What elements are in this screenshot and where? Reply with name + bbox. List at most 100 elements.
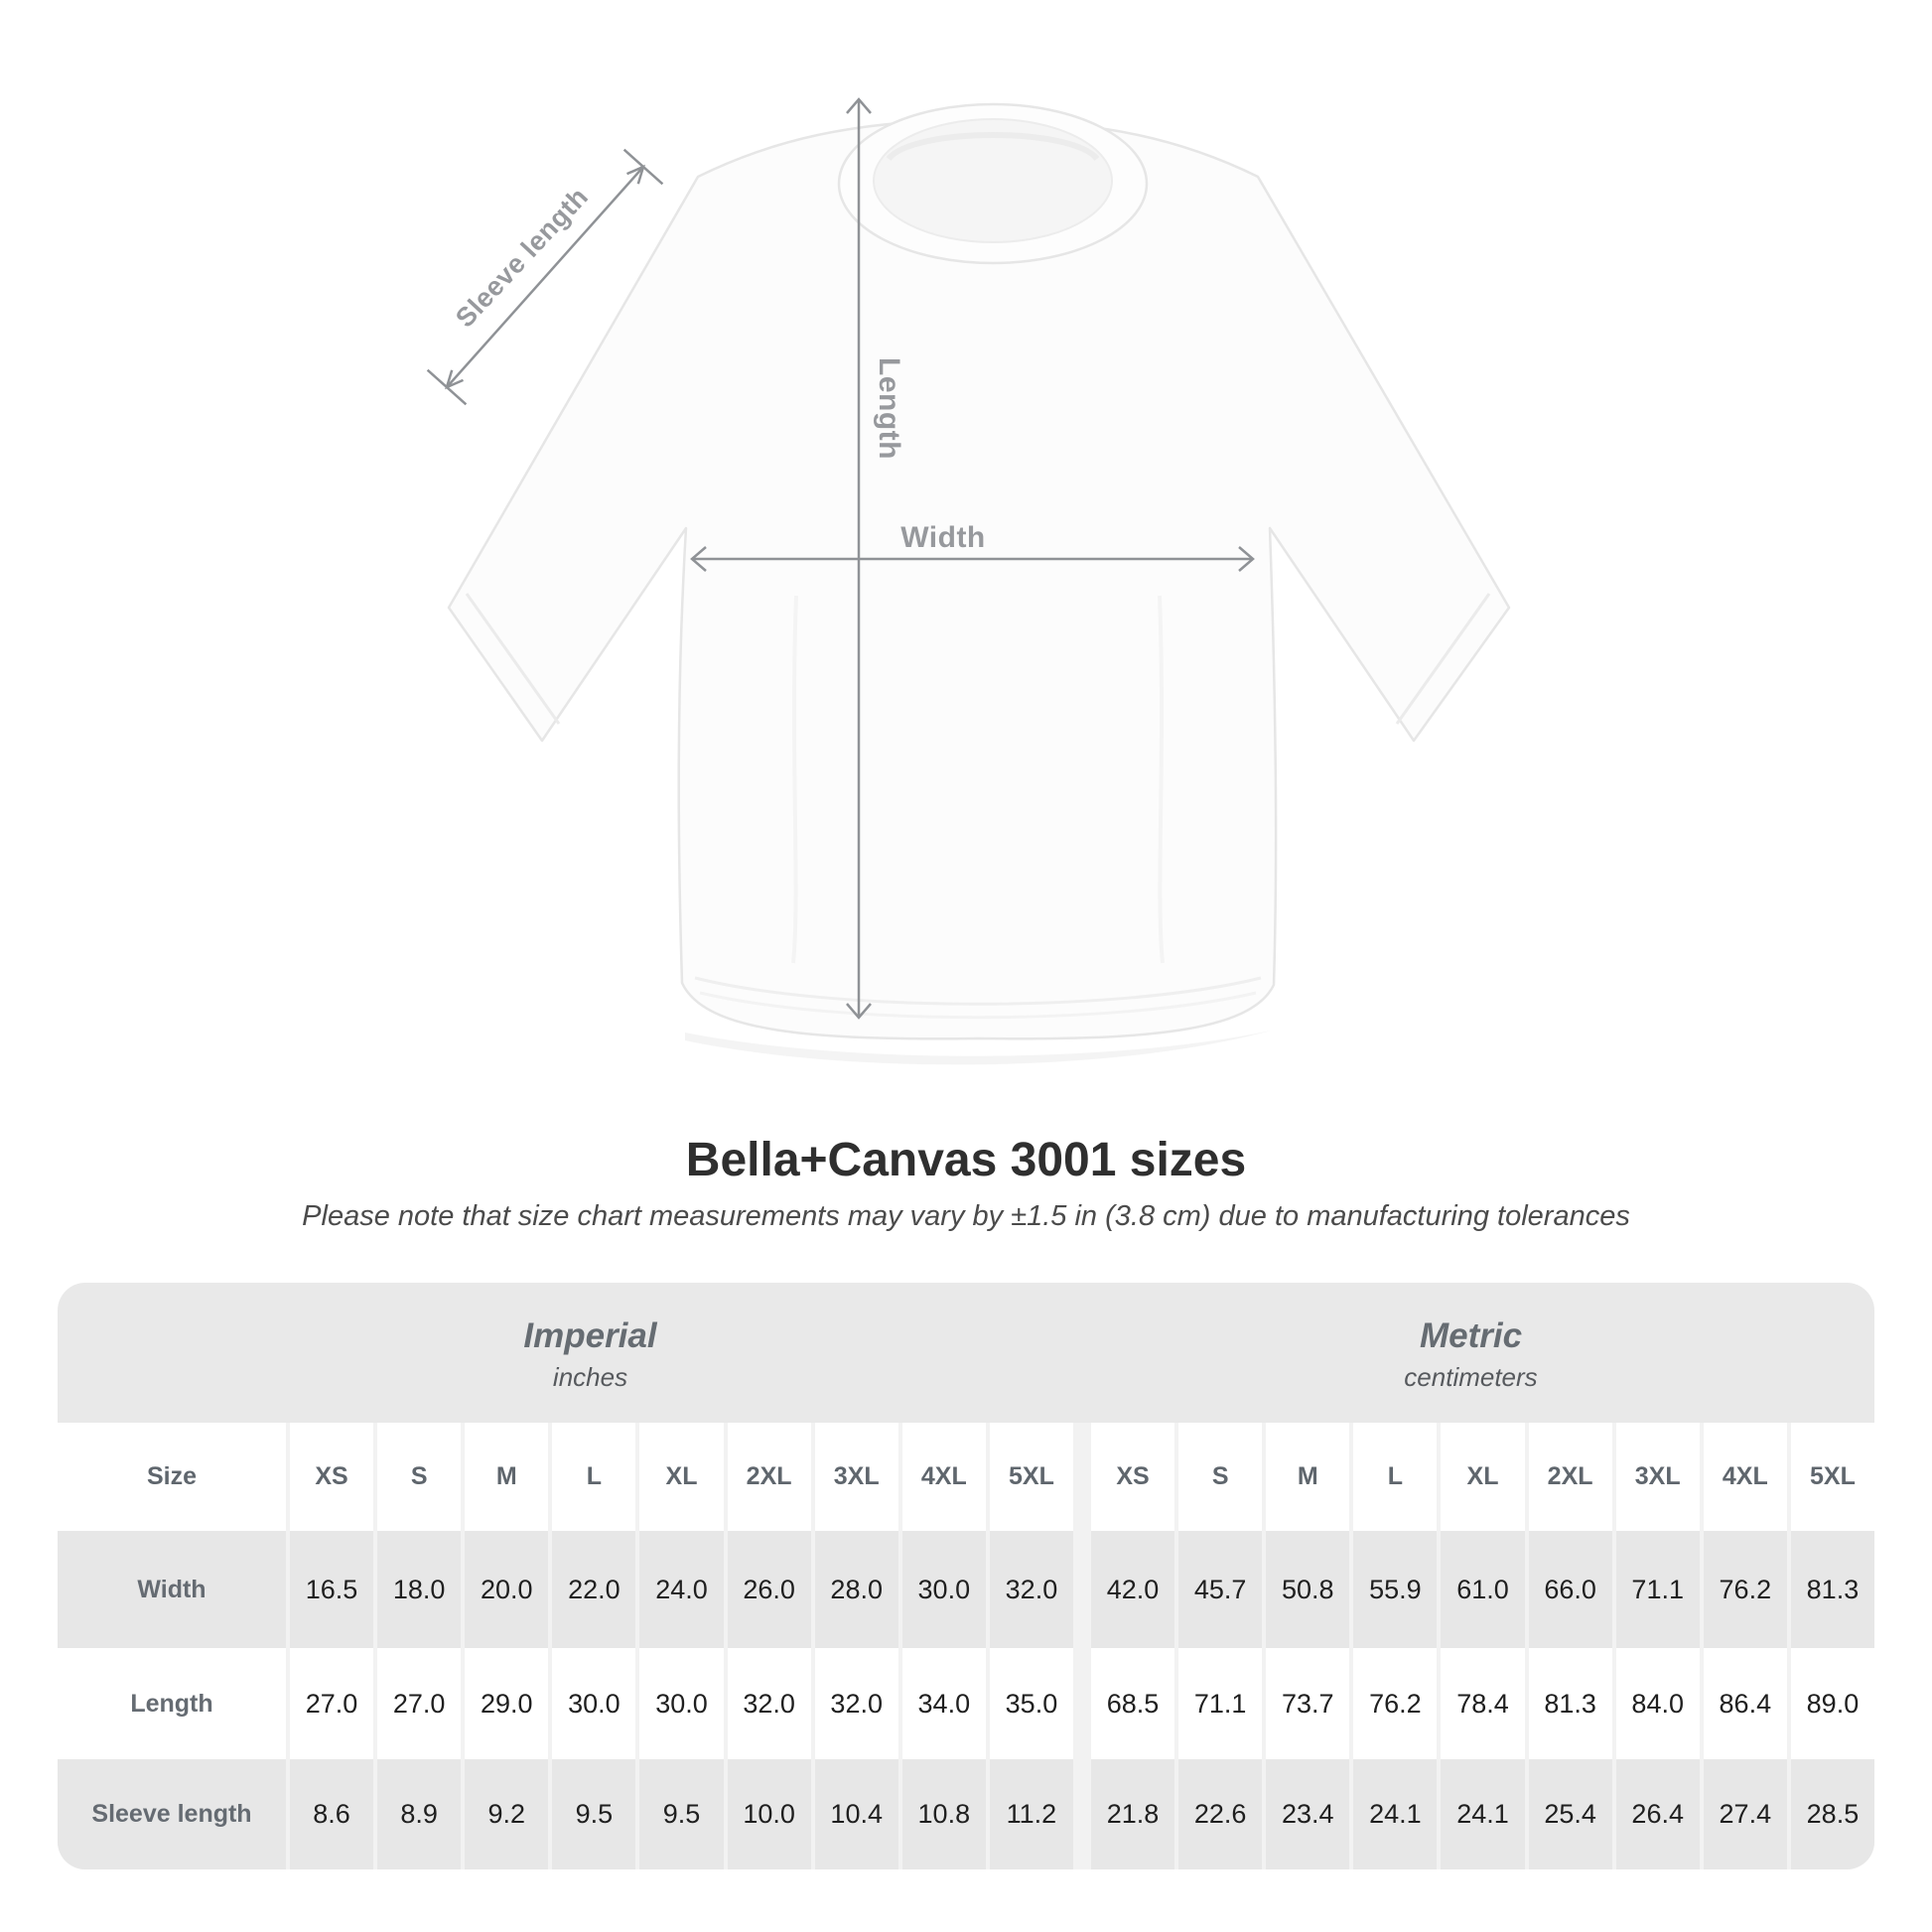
row-label: Sleeve length — [58, 1759, 286, 1869]
length-label: Length — [873, 357, 905, 460]
wrinkle — [1158, 595, 1165, 964]
size-value-cell: 24.0 — [639, 1531, 724, 1648]
size-column-header: 3XL — [814, 1423, 898, 1531]
size-column-header: L — [1353, 1423, 1438, 1531]
collar-shading — [886, 132, 1100, 162]
size-value-cell: 26.0 — [727, 1531, 811, 1648]
size-value-cell: 22.6 — [1178, 1759, 1263, 1869]
size-value-cell: 50.8 — [1266, 1531, 1350, 1648]
size-value-cell: 10.8 — [901, 1759, 986, 1869]
size-chart-panel: Imperial inches Metric centimeters Size … — [58, 1283, 1874, 1869]
size-value-cell: 84.0 — [1615, 1648, 1700, 1759]
size-value-cell: 32.0 — [727, 1648, 811, 1759]
wrinkle — [791, 595, 798, 964]
group-gap — [1077, 1759, 1087, 1869]
unit-header-band: Imperial inches Metric centimeters — [58, 1283, 1874, 1423]
size-value-cell: 24.1 — [1353, 1759, 1438, 1869]
size-value-cell: 29.0 — [465, 1648, 549, 1759]
hem-seam — [694, 976, 1262, 1006]
size-value-cell: 24.1 — [1441, 1759, 1525, 1869]
size-value-cell: 42.0 — [1091, 1531, 1175, 1648]
size-column-header: 4XL — [901, 1423, 986, 1531]
size-value-cell: 25.4 — [1528, 1759, 1612, 1869]
size-column-header: XL — [639, 1423, 724, 1531]
size-value-cell: 89.0 — [1790, 1648, 1874, 1759]
size-value-cell: 68.5 — [1091, 1648, 1175, 1759]
size-column-header: 5XL — [989, 1423, 1073, 1531]
size-header-cell: Size — [58, 1423, 286, 1531]
metric-unit: centimeters — [1404, 1361, 1538, 1392]
size-value-cell: 8.9 — [377, 1759, 462, 1869]
size-value-cell: 78.4 — [1441, 1648, 1525, 1759]
size-value-cell: 76.2 — [1353, 1648, 1438, 1759]
size-value-cell: 11.2 — [989, 1759, 1073, 1869]
group-gap — [1077, 1531, 1087, 1648]
metric-title: Metric — [1419, 1315, 1523, 1355]
sleeve-length-arrow — [426, 148, 664, 406]
size-value-cell: 30.0 — [639, 1648, 724, 1759]
width-arrow — [690, 546, 1255, 572]
size-value-cell: 34.0 — [901, 1648, 986, 1759]
size-value-cell: 86.4 — [1703, 1648, 1787, 1759]
size-value-cell: 30.0 — [901, 1531, 986, 1648]
size-value-cell: 28.0 — [814, 1531, 898, 1648]
size-value-cell: 27.4 — [1703, 1759, 1787, 1869]
size-value-cell: 28.5 — [1790, 1759, 1874, 1869]
size-value-cell: 73.7 — [1266, 1648, 1350, 1759]
size-value-cell: 9.5 — [552, 1759, 636, 1869]
size-value-cell: 61.0 — [1441, 1531, 1525, 1648]
metric-header: Metric centimeters — [1079, 1283, 1863, 1423]
size-value-cell: 9.5 — [639, 1759, 724, 1869]
size-column-header: 2XL — [1528, 1423, 1612, 1531]
size-column-header: 4XL — [1703, 1423, 1787, 1531]
size-table: Size XS S M L XL 2XL 3XL 4XL 5XL XS S M … — [58, 1423, 1874, 1869]
size-column-header: M — [465, 1423, 549, 1531]
width-label: Width — [900, 521, 986, 554]
size-column-header: S — [377, 1423, 462, 1531]
size-value-cell: 71.1 — [1615, 1531, 1700, 1648]
size-value-cell: 45.7 — [1178, 1531, 1263, 1648]
size-value-cell: 81.3 — [1790, 1531, 1874, 1648]
size-value-cell: 9.2 — [465, 1759, 549, 1869]
size-column-header: 5XL — [1790, 1423, 1874, 1531]
hem-seam-2 — [699, 991, 1257, 1020]
size-value-cell: 21.8 — [1091, 1759, 1175, 1869]
size-value-cell: 8.6 — [290, 1759, 374, 1869]
size-column-header: 2XL — [727, 1423, 811, 1531]
size-value-cell: 27.0 — [290, 1648, 374, 1759]
size-value-cell: 30.0 — [552, 1648, 636, 1759]
size-value-cell: 71.1 — [1178, 1648, 1263, 1759]
size-value-cell: 66.0 — [1528, 1531, 1612, 1648]
imperial-header: Imperial inches — [82, 1283, 1098, 1423]
page-title: Bella+Canvas 3001 sizes — [685, 1134, 1247, 1186]
row-label: Width — [58, 1531, 286, 1648]
collar-inner — [873, 118, 1113, 243]
row-label: Length — [58, 1648, 286, 1759]
tshirt-measurement-diagram: Sleeve length Length Width — [426, 97, 1511, 1065]
size-value-cell: 81.3 — [1528, 1648, 1612, 1759]
size-value-cell: 10.4 — [814, 1759, 898, 1869]
size-value-cell: 10.0 — [727, 1759, 811, 1869]
size-value-cell: 18.0 — [377, 1531, 462, 1648]
size-value-cell: 55.9 — [1353, 1531, 1438, 1648]
shirt-shadow — [685, 1031, 1271, 1065]
size-value-cell: 16.5 — [290, 1531, 374, 1648]
size-value-cell: 27.0 — [377, 1648, 462, 1759]
size-column-header: M — [1266, 1423, 1350, 1531]
size-column-header: S — [1178, 1423, 1263, 1531]
tshirt-graphic — [426, 97, 1511, 1065]
size-value-cell: 76.2 — [1703, 1531, 1787, 1648]
group-gap — [1077, 1648, 1087, 1759]
size-value-cell: 32.0 — [989, 1531, 1073, 1648]
size-value-cell: 22.0 — [552, 1531, 636, 1648]
tolerance-note: Please note that size chart measurements… — [302, 1200, 1630, 1232]
right-cuff-seam — [1395, 593, 1491, 725]
size-value-cell: 32.0 — [814, 1648, 898, 1759]
group-gap — [1077, 1423, 1087, 1531]
size-column-header: XL — [1441, 1423, 1525, 1531]
size-column-header: XS — [290, 1423, 374, 1531]
size-column-header: 3XL — [1615, 1423, 1700, 1531]
left-cuff-seam — [465, 593, 561, 725]
size-column-header: XS — [1091, 1423, 1175, 1531]
imperial-title: Imperial — [523, 1315, 657, 1355]
